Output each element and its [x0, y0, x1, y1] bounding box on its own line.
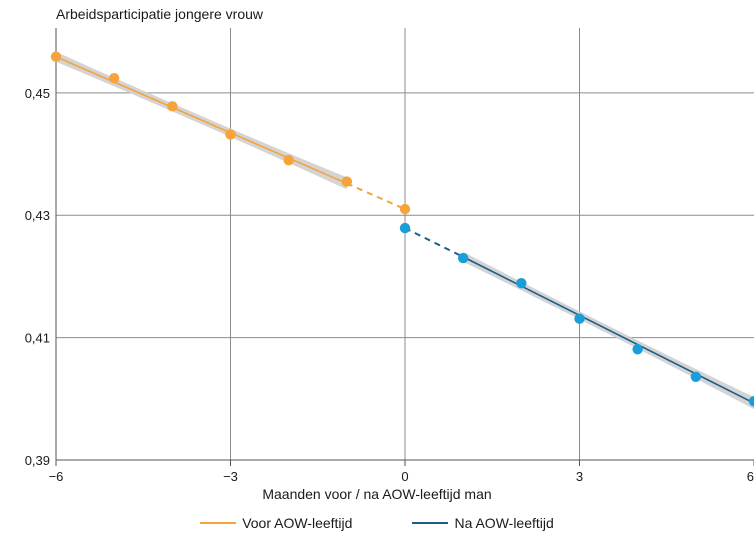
- data-point-voor: [283, 154, 294, 166]
- legend-label-voor: Voor AOW-leeftijd: [242, 515, 353, 531]
- legend: Voor AOW-leeftijd Na AOW-leeftijd: [0, 515, 754, 531]
- x-tick-label: 3: [576, 469, 583, 484]
- x-tick-label: −3: [223, 469, 238, 484]
- data-point-voor: [50, 51, 62, 62]
- data-point-na: [690, 371, 702, 382]
- data-point-na: [399, 222, 411, 234]
- y-tick-label: 0,41: [25, 331, 50, 346]
- legend-item-na: Na AOW-leeftijd: [412, 515, 554, 531]
- extrapolation-line-na: [404, 227, 464, 258]
- data-point-na: [748, 396, 754, 407]
- legend-label-na: Na AOW-leeftijd: [454, 515, 554, 531]
- y-tick-label: 0,45: [25, 86, 50, 101]
- y-tick-label: 0,43: [25, 208, 50, 223]
- data-point-voor: [108, 72, 120, 84]
- fit-line-na: [462, 256, 754, 404]
- extrapolation-line-voor: [346, 182, 406, 211]
- data-point-voor: [399, 203, 411, 215]
- x-tick-label: 0: [401, 469, 408, 484]
- data-point-na: [574, 313, 585, 324]
- legend-swatch-na: [412, 522, 449, 524]
- legend-swatch-voor: [200, 522, 237, 524]
- data-point-na: [632, 344, 643, 355]
- data-point-na: [457, 252, 469, 264]
- x-tick-label: 6: [747, 469, 754, 484]
- fit-line-voor: [55, 56, 348, 185]
- y-tick-label: 0,39: [25, 453, 50, 468]
- data-point-voor: [167, 101, 178, 112]
- data-point-voor: [341, 176, 353, 187]
- data-point-na: [516, 277, 527, 289]
- data-point-voor: [225, 129, 236, 140]
- x-axis-label: Maanden voor / na AOW-leeftijd man: [262, 486, 492, 502]
- legend-item-voor: Voor AOW-leeftijd: [200, 515, 352, 531]
- y-axis-label: Arbeidsparticipatie jongere vrouw: [56, 6, 263, 22]
- x-tick-label: −6: [49, 469, 64, 484]
